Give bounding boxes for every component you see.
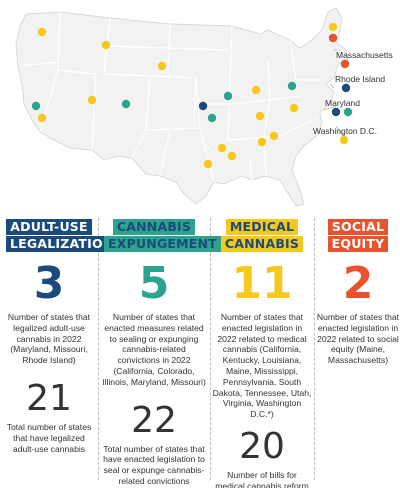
- map-dot-medical: [339, 135, 349, 145]
- map-dot-medical: [255, 111, 265, 121]
- map-dot-medical: [101, 40, 111, 50]
- total-description: Number of bills for medical cannabis ref…: [215, 469, 309, 488]
- column-divider: [314, 218, 315, 480]
- column-social-equity: Social Equity 2 Number of states that en…: [316, 218, 400, 366]
- header-line: Expungement: [104, 236, 221, 252]
- map-dot-expungement: [343, 107, 353, 117]
- map-dot-medical: [203, 159, 213, 169]
- column-expungement: Cannabis Expungement 5 Number of states …: [100, 218, 221, 487]
- column-adult-use: Adult-Use Legalization 3 Number of state…: [2, 218, 118, 454]
- map-dot-medical: [227, 151, 237, 161]
- header-line: Cannabis: [220, 236, 304, 252]
- header-line: Adult-Use: [6, 219, 92, 235]
- map-dot-expungement: [287, 81, 297, 91]
- connector-line: [329, 83, 335, 89]
- count-description: Number of states that enacted legislatio…: [212, 312, 312, 420]
- label-massachusetts: Massachusetts: [336, 50, 393, 60]
- map-dot-medical: [37, 27, 47, 37]
- total-description: Total number of states that have enacted…: [103, 443, 205, 486]
- count-description: Number of states that enacted legislatio…: [316, 312, 400, 366]
- header-line: Legalization: [6, 236, 118, 252]
- count-description: Number of states that enacted measures r…: [102, 312, 206, 387]
- map-dot-social-equity: [328, 33, 338, 43]
- total-number: 22: [131, 399, 177, 441]
- column-divider: [98, 218, 99, 480]
- map-dot-medical: [289, 103, 299, 113]
- header-line: Cannabis: [112, 219, 196, 235]
- map-dot-adult-use: [198, 101, 208, 111]
- label-maryland: Maryland: [325, 98, 360, 108]
- header-line: Social: [327, 219, 389, 235]
- count-number: 2: [342, 258, 374, 309]
- total-number: 20: [239, 425, 285, 467]
- map-dot-medical: [257, 137, 267, 147]
- connector-line: [323, 105, 337, 111]
- map-dot-medical: [269, 131, 279, 141]
- us-map-svg: [15, 7, 353, 207]
- map-dot-expungement: [207, 113, 217, 123]
- map-dot-adult-use: [331, 107, 341, 117]
- header-adult-use: Adult-Use Legalization: [2, 218, 118, 254]
- map-dot-expungement: [31, 101, 41, 111]
- map-dot-medical: [328, 22, 338, 32]
- map-dot-medical: [217, 143, 227, 153]
- us-outline: [15, 7, 349, 207]
- map-dot-medical: [87, 95, 97, 105]
- map-dot-medical: [157, 61, 167, 71]
- map-dot-medical: [251, 85, 261, 95]
- count-description: Number of states that legalized adult-us…: [7, 312, 91, 366]
- map-dot-expungement: [121, 99, 131, 109]
- count-number: 11: [231, 258, 293, 309]
- header-expungement: Cannabis Expungement: [100, 218, 221, 254]
- map-dot-expungement: [223, 91, 233, 101]
- total-number: 21: [26, 377, 72, 419]
- column-medical: Medical Cannabis 11 Number of states tha…: [212, 218, 312, 488]
- total-description: Total number of states that have legaliz…: [6, 421, 92, 454]
- map-dot-adult-use: [341, 83, 351, 93]
- header-line: Equity: [327, 236, 389, 252]
- count-number: 5: [138, 258, 170, 309]
- us-map: Massachusetts Rhode Island Maryland Wash…: [0, 0, 400, 212]
- header-medical: Medical Cannabis: [212, 218, 312, 254]
- label-washington-dc: Washington D.C.: [313, 126, 377, 136]
- map-dots: [31, 22, 353, 169]
- connector-line: [335, 125, 344, 136]
- map-dot-medical: [37, 113, 47, 123]
- header-line: Medical: [225, 219, 299, 235]
- map-dot-social-equity: [340, 59, 350, 69]
- count-number: 3: [33, 258, 65, 309]
- header-social-equity: Social Equity: [316, 218, 400, 254]
- column-divider: [210, 218, 211, 480]
- label-rhode-island: Rhode Island: [335, 74, 386, 84]
